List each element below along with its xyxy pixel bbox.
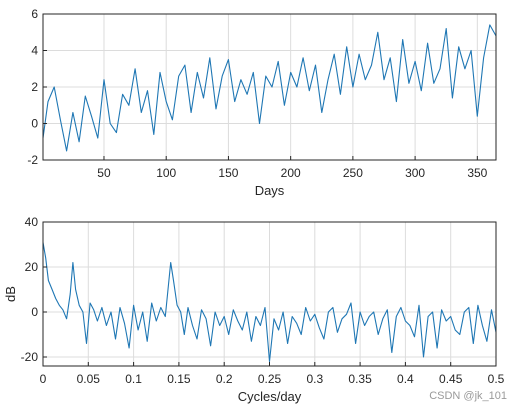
freq-x-tick-label: 0.25 bbox=[258, 372, 282, 386]
freq-x-tick-label: 0.5 bbox=[488, 372, 505, 386]
watermark: CSDN @jk_101 bbox=[429, 390, 507, 402]
freq-x-tick-label: 0.05 bbox=[77, 372, 101, 386]
freq-series-line bbox=[42, 242, 497, 363]
freq-x-tick-label: 0.45 bbox=[439, 372, 463, 386]
freq-x-tick-label: 0 bbox=[40, 372, 47, 386]
days-y-tick-label: 2 bbox=[31, 80, 38, 94]
days-x-tick-label: 50 bbox=[97, 166, 111, 180]
days-x-tick-label: 300 bbox=[405, 166, 425, 180]
freq-y-axis-label: dB bbox=[3, 286, 18, 302]
days-y-tick-label: 4 bbox=[31, 44, 38, 58]
freq-x-axis-label: Cycles/day bbox=[238, 389, 302, 404]
freq-x-tick-label: 0.15 bbox=[167, 372, 191, 386]
spectrum-axes: 0 0.05 0.1 0.15 0.2 0.25 0.3 0.35 0.4 0.45 0.5-200… bbox=[3, 215, 505, 404]
days-y-tick-label: 6 bbox=[31, 7, 38, 21]
freq-y-tick-label: -20 bbox=[21, 350, 39, 364]
days-y-tick-label: 0 bbox=[31, 117, 38, 131]
days-x-tick-label: 100 bbox=[156, 166, 176, 180]
days-y-tick-label: -2 bbox=[27, 153, 38, 167]
days-x-tick-label: 200 bbox=[281, 166, 301, 180]
freq-y-tick-label: 0 bbox=[31, 305, 38, 319]
freq-y-tick-label: 40 bbox=[25, 215, 39, 229]
days-series-line bbox=[42, 24, 497, 152]
freq-x-tick-label: 0.1 bbox=[125, 372, 142, 386]
days-x-axis-label: Days bbox=[255, 183, 285, 198]
freq-x-tick-label: 0.35 bbox=[348, 372, 372, 386]
days-x-tick-label: 250 bbox=[343, 166, 363, 180]
freq-x-tick-label: 0.4 bbox=[397, 372, 414, 386]
days-x-tick-label: 350 bbox=[467, 166, 487, 180]
days-x-tick-label: 150 bbox=[218, 166, 238, 180]
freq-y-tick-label: 20 bbox=[25, 260, 39, 274]
freq-x-tick-label: 0.3 bbox=[306, 372, 323, 386]
freq-x-tick-label: 0.2 bbox=[216, 372, 233, 386]
time-series-axes: 50 100 150 200 250 300 350 -2 0 2 4 6 Days bbox=[27, 7, 497, 198]
